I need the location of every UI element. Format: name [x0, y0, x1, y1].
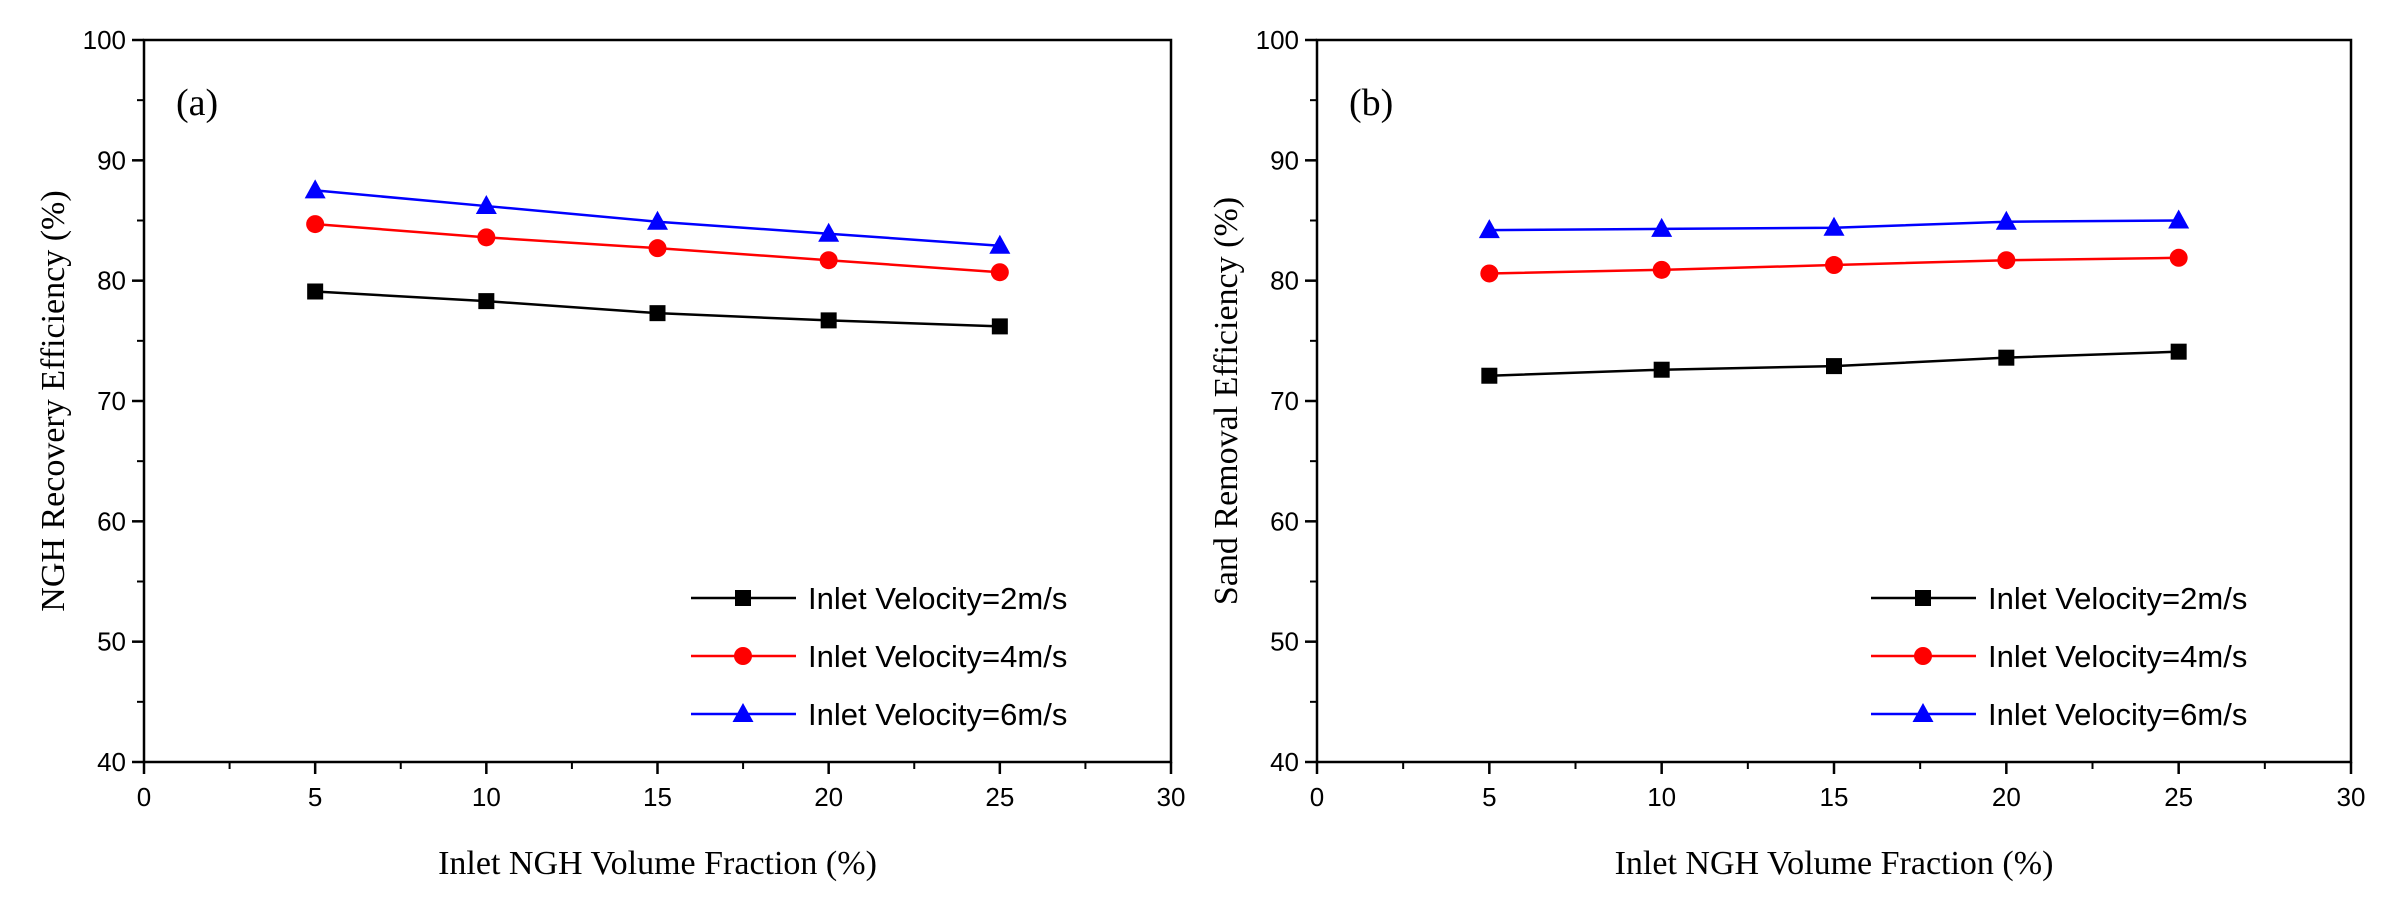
chart-panel-a: 0 5 10 15 20 25 30 40 50 60 70 80 90 100 Inlet NGH Vol…	[35, 25, 1185, 882]
legend: Inlet Velocity=2m/s Inlet Velocity=4m/s In…	[1871, 581, 2247, 732]
data-point	[989, 234, 1011, 254]
x-tick-label: 25	[2164, 782, 2193, 812]
x-tick-label: 5	[308, 782, 322, 812]
legend: Inlet Velocity=2m/s Inlet Velocity=4m/s In…	[691, 581, 1067, 732]
data-point	[1478, 219, 1500, 239]
y-tick-label: 40	[97, 747, 126, 777]
series-3	[304, 179, 1011, 254]
series-1	[307, 283, 1008, 335]
data-point	[2168, 209, 2190, 229]
data-point	[306, 215, 325, 234]
x-tick-label: 25	[985, 782, 1014, 812]
legend-item: Inlet Velocity=4m/s	[691, 639, 1067, 674]
x-tick-label: 30	[2337, 782, 2366, 812]
x-tick-label: 10	[472, 782, 501, 812]
data-point	[1653, 361, 1670, 378]
y-tick-label: 100	[1256, 25, 1299, 55]
y-axis-title: NGH Recovery Efficiency (%)	[35, 190, 72, 611]
legend-item: Inlet Velocity=2m/s	[691, 581, 1067, 616]
x-tick-label: 20	[1992, 782, 2021, 812]
legend-label: Inlet Velocity=2m/s	[808, 581, 1067, 616]
x-tick-label: 5	[1482, 782, 1496, 812]
legend-item: Inlet Velocity=4m/s	[1871, 639, 2247, 674]
y-tick-label: 90	[97, 145, 126, 175]
data-point	[1652, 260, 1671, 279]
legend-marker	[1912, 703, 1934, 722]
legend-label: Inlet Velocity=6m/s	[808, 697, 1067, 732]
panel-label: (a)	[176, 82, 218, 124]
y-tick-label: 60	[97, 506, 126, 536]
y-tick-label: 50	[97, 627, 126, 657]
legend-marker	[732, 703, 754, 722]
y-tick-label: 70	[97, 386, 126, 416]
data-point	[1998, 349, 2015, 366]
data-point	[818, 222, 840, 242]
series-2	[1480, 248, 2188, 283]
data-point	[1997, 251, 2016, 270]
data-point	[304, 179, 326, 199]
y-tick-label: 70	[1270, 386, 1299, 416]
x-tick-label: 0	[137, 782, 151, 812]
legend-label: Inlet Velocity=4m/s	[808, 639, 1067, 674]
series-3	[1478, 209, 2190, 239]
y-tick-label: 90	[1270, 145, 1299, 175]
chart-panel-b: 0 5 10 15 20 25 30 40 50 60 70 80 90 100 Inlet NGH Vol…	[1208, 25, 2365, 882]
data-point	[2169, 248, 2188, 267]
data-point	[1481, 367, 1498, 384]
x-tick-label: 15	[1820, 782, 1849, 812]
data-point	[647, 210, 668, 230]
data-point	[648, 239, 667, 258]
data-point	[1480, 264, 1499, 283]
y-tick-label: 40	[1270, 747, 1299, 777]
data-point	[307, 283, 324, 300]
legend-label: Inlet Velocity=2m/s	[1988, 581, 2247, 616]
legend-item: Inlet Velocity=2m/s	[1871, 581, 2247, 616]
x-tick-label: 10	[1647, 782, 1676, 812]
legend-item: Inlet Velocity=6m/s	[691, 697, 1067, 732]
y-tick-label: 80	[1270, 266, 1299, 296]
y-tick-label: 80	[97, 266, 126, 296]
data-point	[990, 263, 1009, 282]
legend-marker	[734, 647, 752, 665]
data-point	[477, 228, 496, 247]
x-tick-label: 15	[643, 782, 672, 812]
data-point	[1823, 216, 1845, 236]
legend-marker	[735, 590, 751, 606]
legend-marker	[1915, 590, 1931, 606]
y-tick-label: 50	[1270, 627, 1299, 657]
legend-marker	[1914, 647, 1932, 665]
x-tick-label: 20	[814, 782, 843, 812]
data-point	[819, 251, 838, 270]
data-point	[1825, 256, 1843, 275]
x-tick-label: 30	[1157, 782, 1186, 812]
x-axis-title: Inlet NGH Volume Fraction (%)	[438, 845, 877, 882]
data-point	[2170, 343, 2187, 360]
legend-label: Inlet Velocity=6m/s	[1988, 697, 2247, 732]
data-point	[820, 312, 837, 329]
data-point	[649, 305, 666, 322]
data-point	[1651, 217, 1673, 237]
data-point	[991, 318, 1008, 335]
data-point	[475, 195, 497, 215]
x-axis-title: Inlet NGH Volume Fraction (%)	[1615, 845, 2054, 882]
series-2	[306, 215, 1009, 282]
legend-item: Inlet Velocity=6m/s	[1871, 697, 2247, 732]
y-tick-label: 60	[1270, 506, 1299, 536]
data-point	[478, 293, 495, 310]
x-tick-label: 0	[1310, 782, 1324, 812]
y-tick-label: 100	[83, 25, 126, 55]
series-1	[1481, 343, 2187, 384]
panel-label: (b)	[1349, 82, 1393, 124]
legend-label: Inlet Velocity=4m/s	[1988, 639, 2247, 674]
data-point	[1995, 210, 2017, 230]
y-axis-title: Sand Removal Efficiency (%)	[1208, 197, 1245, 605]
data-point	[1826, 358, 1842, 375]
